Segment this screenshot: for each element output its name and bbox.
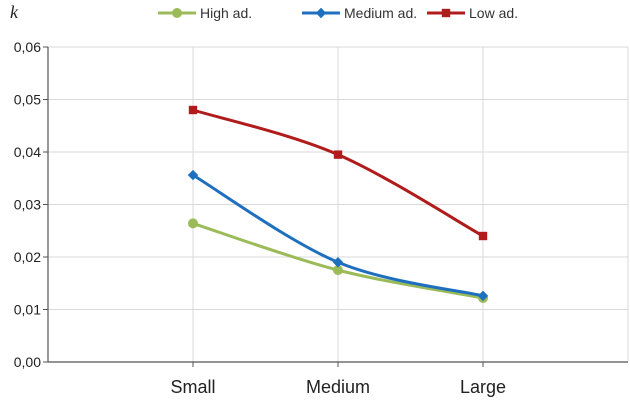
data-point xyxy=(477,290,489,302)
legend: High ad. Medium ad. Low ad. xyxy=(158,5,518,21)
x-axis-ticks: Small Medium Large xyxy=(170,362,506,397)
y-axis-ticks: 0,00 0,01 0,02 0,03 0,04 0,05 0,06 xyxy=(14,39,48,370)
y-tick-label: 0,06 xyxy=(14,39,41,55)
series-group xyxy=(187,105,489,303)
y-tick-label: 0,01 xyxy=(14,302,41,318)
gridlines xyxy=(48,46,629,362)
y-tick-label: 0,00 xyxy=(14,354,41,370)
data-point xyxy=(187,169,199,181)
data-point xyxy=(478,231,488,241)
data-point xyxy=(333,265,343,276)
legend-marker-1 xyxy=(315,7,327,19)
x-tick-label: Medium xyxy=(306,377,370,397)
y-tick-label: 0,04 xyxy=(14,144,41,160)
data-point xyxy=(188,105,198,115)
legend-label-0: High ad. xyxy=(200,5,252,21)
legend-marker-2 xyxy=(441,8,451,18)
legend-label-1: Medium ad. xyxy=(344,5,417,21)
legend-marker-0 xyxy=(172,8,182,18)
x-tick-label: Small xyxy=(170,377,215,397)
data-point xyxy=(332,257,344,268)
y-axis-label: k xyxy=(10,2,19,22)
legend-label-2: Low ad. xyxy=(469,5,518,21)
y-tick-label: 0,05 xyxy=(14,92,41,108)
data-point xyxy=(188,218,198,229)
y-tick-label: 0,03 xyxy=(14,197,41,213)
x-tick-label: Large xyxy=(460,377,506,397)
data-point xyxy=(333,150,343,159)
y-tick-label: 0,02 xyxy=(14,249,41,265)
